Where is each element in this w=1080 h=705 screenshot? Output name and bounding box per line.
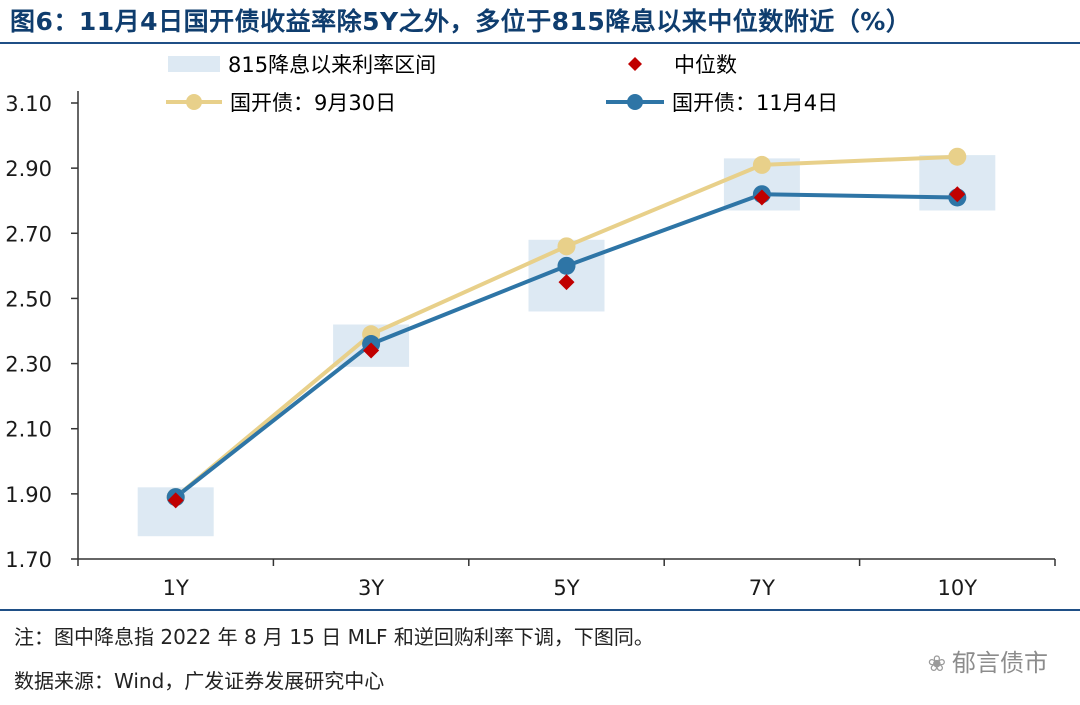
median-marker-10Y <box>949 186 966 203</box>
point-sep30-7Y <box>752 155 771 174</box>
x-tick-label: 1Y <box>163 576 189 600</box>
median-marker-3Y <box>363 342 380 359</box>
y-tick-label: 1.90 <box>5 483 52 507</box>
y-tick-label: 2.10 <box>5 418 52 442</box>
x-tick-label: 5Y <box>553 576 579 600</box>
point-sep30-5Y <box>557 237 576 256</box>
legend: 815降息以来利率区间 中位数 国开债：9月30日 国开债：11月4日 <box>166 53 838 115</box>
x-tick-label: 10Y <box>938 576 978 600</box>
legend-swatch-nov4-marker <box>627 94 643 110</box>
legend-label-median: 中位数 <box>674 53 737 77</box>
series-line-sep30 <box>174 154 958 499</box>
series-lines <box>174 154 958 499</box>
y-tick-label: 2.50 <box>5 287 52 311</box>
median-marker-7Y <box>753 189 770 206</box>
watermark-text: 郁言债市 <box>952 649 1048 677</box>
title-divider <box>0 42 1080 44</box>
point-nov4-5Y <box>557 256 576 275</box>
y-tick-label: 1.70 <box>5 548 52 572</box>
y-tick-label: 2.30 <box>5 353 52 377</box>
y-tick-label: 3.10 <box>5 92 52 116</box>
x-tick-label: 3Y <box>358 576 384 600</box>
y-tick-label: 2.70 <box>5 222 52 246</box>
median-marker-5Y <box>558 274 575 291</box>
median-marker-1Y <box>167 492 184 509</box>
yield-curve-chart: 815降息以来利率区间 中位数 国开债：9月30日 国开债：11月4日 3.10… <box>5 53 1056 600</box>
source-note: 数据来源：Wind，广发证券发展研究中心 <box>14 669 385 693</box>
legend-label-sep30: 国开债：9月30日 <box>230 91 396 115</box>
legend-swatch-median <box>628 57 642 71</box>
x-tick-label: 7Y <box>749 576 775 600</box>
legend-label-nov4: 国开债：11月4日 <box>672 91 838 115</box>
range-bands <box>137 155 996 537</box>
y-tick-label: 2.90 <box>5 157 52 181</box>
notes-divider <box>0 609 1080 611</box>
legend-swatch-range <box>168 56 220 72</box>
series-markers <box>166 147 967 509</box>
axes: 3.10 2.90 2.70 2.50 2.30 2.10 1.90 1.70 1Y 3Y 5Y 7Y… <box>5 91 1056 600</box>
wechat-icon: ❀ <box>927 652 946 677</box>
legend-label-range: 815降息以来利率区间 <box>228 53 436 77</box>
watermark: ❀ 郁言债市 <box>928 643 1048 678</box>
legend-swatch-sep30-marker <box>186 94 202 110</box>
point-sep30-10Y <box>948 147 967 166</box>
footnote: 注：图中降息指 2022 年 8 月 15 日 MLF 和逆回购利率下调，下图同… <box>14 625 654 649</box>
chart-title: 图6：11月4日国开债收益率除5Y之外，多位于815降息以来中位数附近（%） <box>10 7 912 36</box>
